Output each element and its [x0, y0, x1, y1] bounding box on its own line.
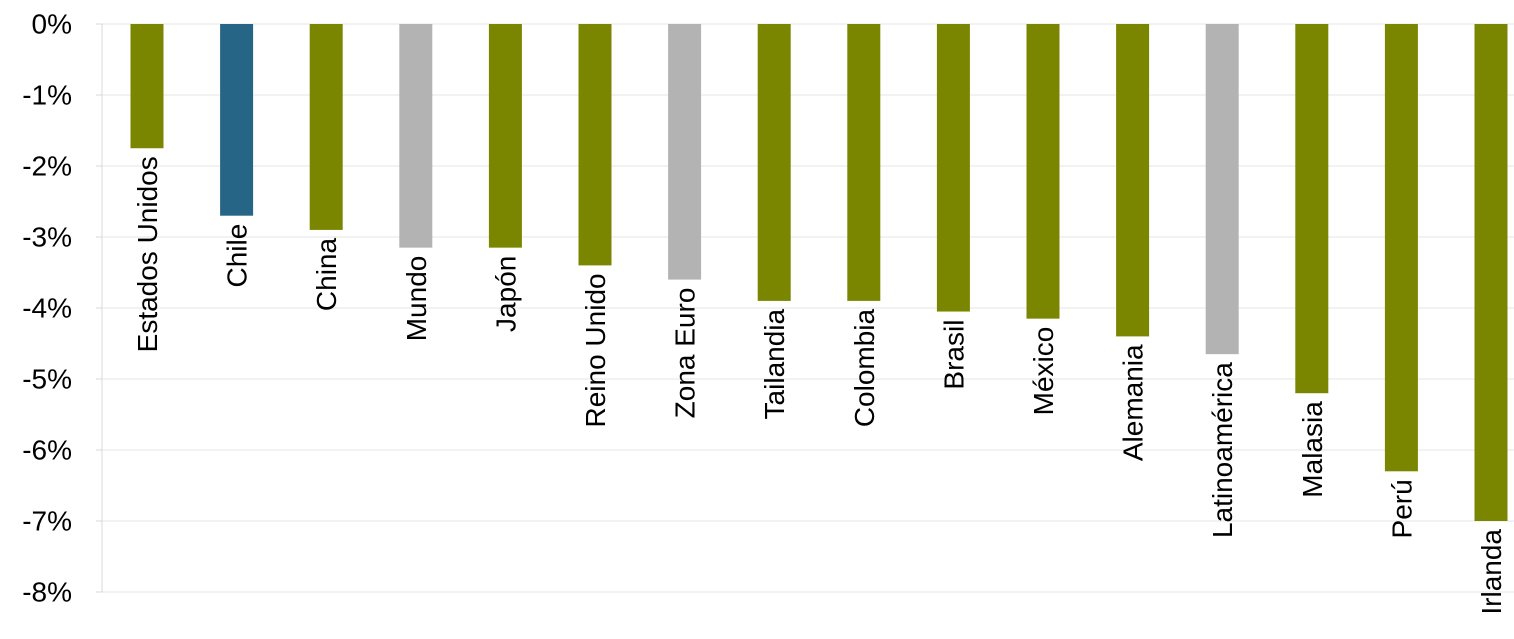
y-tick-label: 0% [32, 9, 72, 40]
bar [757, 24, 791, 301]
bar [399, 24, 433, 248]
category-label: Alemania [1118, 344, 1149, 461]
category-label: Reino Unido [580, 273, 611, 427]
category-label: Malasia [1297, 401, 1328, 498]
bar [220, 24, 254, 216]
bar [1295, 24, 1329, 394]
category-label: Chile [222, 224, 253, 288]
bar [309, 24, 343, 230]
y-tick-label: -5% [22, 364, 72, 395]
bar [847, 24, 881, 301]
category-label: Irlanda [1476, 529, 1507, 615]
y-tick-label: -2% [22, 151, 72, 182]
y-tick-label: -4% [22, 293, 72, 324]
category-label: Tailandia [759, 308, 790, 419]
y-tick-label: -8% [22, 577, 72, 608]
category-label: Mundo [401, 256, 432, 342]
bar [1116, 24, 1150, 337]
category-label: China [311, 237, 342, 311]
bar [1026, 24, 1060, 319]
bar [1384, 24, 1418, 472]
bar [668, 24, 702, 280]
y-tick-label: -3% [22, 222, 72, 253]
category-label: Perú [1386, 479, 1417, 538]
category-label: Japón [490, 256, 521, 332]
category-label: Colombia [849, 308, 880, 427]
bars [130, 24, 1508, 521]
category-label: Brasil [938, 320, 969, 390]
bar [578, 24, 612, 266]
y-tick-label: -7% [22, 506, 72, 537]
y-tick-label: -6% [22, 435, 72, 466]
y-tick-label: -1% [22, 80, 72, 111]
bar [1474, 24, 1508, 521]
category-label: Estados Unidos [132, 156, 163, 352]
category-label: Latinoamérica [1207, 362, 1238, 538]
bar [130, 24, 164, 149]
category-label: México [1028, 327, 1059, 416]
bar [936, 24, 970, 312]
bar [1205, 24, 1239, 355]
category-labels: Estados Unidos Chile China Mundo Japón Reino … [132, 156, 1507, 614]
y-axis: 0% -1% -2% -3% -4% -5% -6% -7% -8% [22, 9, 103, 608]
category-label: Zona Euro [670, 288, 701, 419]
bar [488, 24, 522, 248]
